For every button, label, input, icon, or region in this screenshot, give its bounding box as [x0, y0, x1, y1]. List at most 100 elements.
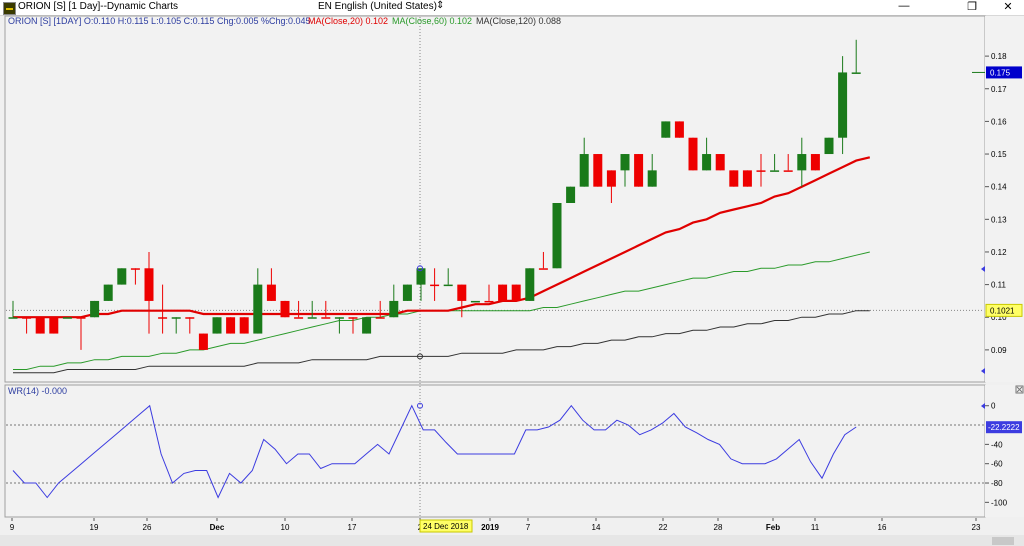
x-axis-label: Feb [766, 523, 780, 532]
last-price-tag [986, 66, 1022, 79]
candle-body[interactable] [579, 154, 589, 187]
candle-body[interactable] [62, 317, 72, 319]
wr-panel[interactable] [4, 384, 986, 518]
candle-body[interactable] [838, 72, 848, 138]
candle-body[interactable] [688, 137, 698, 171]
x-axis-label: 22 [659, 523, 668, 532]
price-axis-label: 0.09 [991, 346, 1007, 355]
candle-body[interactable] [402, 284, 412, 301]
candle-body[interactable] [389, 300, 399, 318]
candle-body[interactable] [171, 317, 181, 319]
app-icon [3, 2, 16, 15]
x-axis-label: 2019 [481, 523, 499, 532]
candle-body[interactable] [810, 154, 820, 171]
candle-body[interactable] [8, 317, 18, 319]
candle-body[interactable] [729, 170, 739, 187]
candle-body[interactable] [22, 317, 32, 319]
candle-body[interactable] [783, 170, 793, 172]
candle-body[interactable] [130, 268, 140, 270]
price-axis-label: 0.13 [991, 215, 1007, 224]
price-axis-label: 0.11 [991, 281, 1007, 290]
candle-body[interactable] [334, 317, 344, 319]
candle-body[interactable] [76, 317, 86, 319]
candle-body[interactable] [470, 300, 480, 303]
candle-body[interactable] [674, 121, 684, 138]
candle-body[interactable] [375, 317, 385, 319]
candle-body[interactable] [266, 284, 276, 301]
horizontal-scrollbar[interactable] [0, 535, 1024, 546]
x-axis-label: 7 [526, 523, 531, 532]
candle-body[interactable] [158, 317, 168, 319]
language-dropdown-icon[interactable]: ⇕ [436, 0, 445, 11]
candle-body[interactable] [321, 317, 331, 319]
candle-body[interactable] [144, 268, 154, 301]
candle-body[interactable] [647, 170, 657, 187]
language-selector[interactable]: EN English (United States) [318, 1, 437, 12]
candle-body[interactable] [90, 300, 100, 318]
wr-close-icon[interactable] [1015, 385, 1024, 394]
candle-body[interactable] [294, 317, 304, 319]
candle-body[interactable] [593, 154, 603, 187]
candle-body[interactable] [851, 72, 861, 74]
price-header: ORION [S] [1DAY] O:0.110 H:0.115 L:0.105… [8, 16, 311, 26]
candle-body[interactable] [756, 170, 766, 172]
candle-body[interactable] [566, 186, 576, 203]
ma120-line [13, 310, 870, 374]
candle-body[interactable] [348, 317, 358, 319]
candle-body[interactable] [443, 284, 453, 287]
candle-body[interactable] [362, 317, 372, 334]
candle-body[interactable] [538, 268, 548, 270]
axis-arrow-icon [981, 266, 985, 272]
candle-body[interactable] [212, 317, 222, 334]
candle-body[interactable] [226, 317, 236, 334]
candle-body[interactable] [620, 154, 630, 171]
candle-body[interactable] [498, 284, 508, 301]
wr-axis-label: 0 [991, 402, 996, 411]
candle-body[interactable] [416, 268, 426, 285]
close-button[interactable]: ✕ [1003, 1, 1013, 13]
candle-body[interactable] [49, 317, 59, 334]
candle-body[interactable] [797, 154, 807, 171]
x-axis-label: 23 [972, 523, 981, 532]
wr-close-icon-cross[interactable] [1016, 386, 1023, 393]
candle-body[interactable] [185, 317, 195, 319]
candle-body[interactable] [552, 203, 562, 269]
candle-body[interactable] [430, 284, 440, 287]
price-axis-label: 0.10 [991, 313, 1007, 322]
candle-body[interactable] [253, 284, 263, 334]
candle-body[interactable] [525, 268, 535, 301]
wr-header: WR(14) -0.000 [8, 386, 67, 396]
candle-body[interactable] [457, 284, 467, 301]
crosshair-marker-ma120 [417, 353, 423, 360]
minimize-button[interactable]: — [898, 0, 910, 12]
candle-body[interactable] [634, 154, 644, 187]
candle-body[interactable] [824, 137, 834, 155]
candle-body[interactable] [35, 317, 45, 334]
candle-body[interactable] [661, 121, 671, 138]
crosshair-marker-price [417, 265, 423, 272]
candle-body[interactable] [117, 268, 127, 285]
candle-body[interactable] [280, 300, 290, 318]
candle-body[interactable] [715, 154, 725, 171]
candle-body[interactable] [606, 170, 616, 187]
candle-body[interactable] [742, 170, 752, 187]
candle-body[interactable] [307, 317, 317, 319]
candle-body[interactable] [198, 333, 208, 350]
candle-body[interactable] [511, 284, 521, 301]
wr-axis-label: -100 [991, 498, 1008, 507]
ma60-label: MA(Close,60) 0.102 [392, 16, 472, 26]
candle-body[interactable] [103, 284, 113, 301]
wr-line [12, 404, 857, 499]
wr-axis[interactable] [985, 385, 1024, 517]
crosshair-date-tag [419, 519, 473, 533]
crosshair-marker-wr [417, 402, 423, 409]
candle-body[interactable] [770, 170, 780, 172]
axis-arrow-icon [981, 403, 985, 409]
price-panel[interactable] [4, 15, 986, 383]
candle-body[interactable] [702, 154, 712, 171]
candle-body[interactable] [484, 300, 494, 303]
candle-body[interactable] [239, 317, 249, 334]
restore-button[interactable]: ❐ [967, 1, 977, 13]
scrollbar-thumb[interactable] [992, 537, 1014, 545]
